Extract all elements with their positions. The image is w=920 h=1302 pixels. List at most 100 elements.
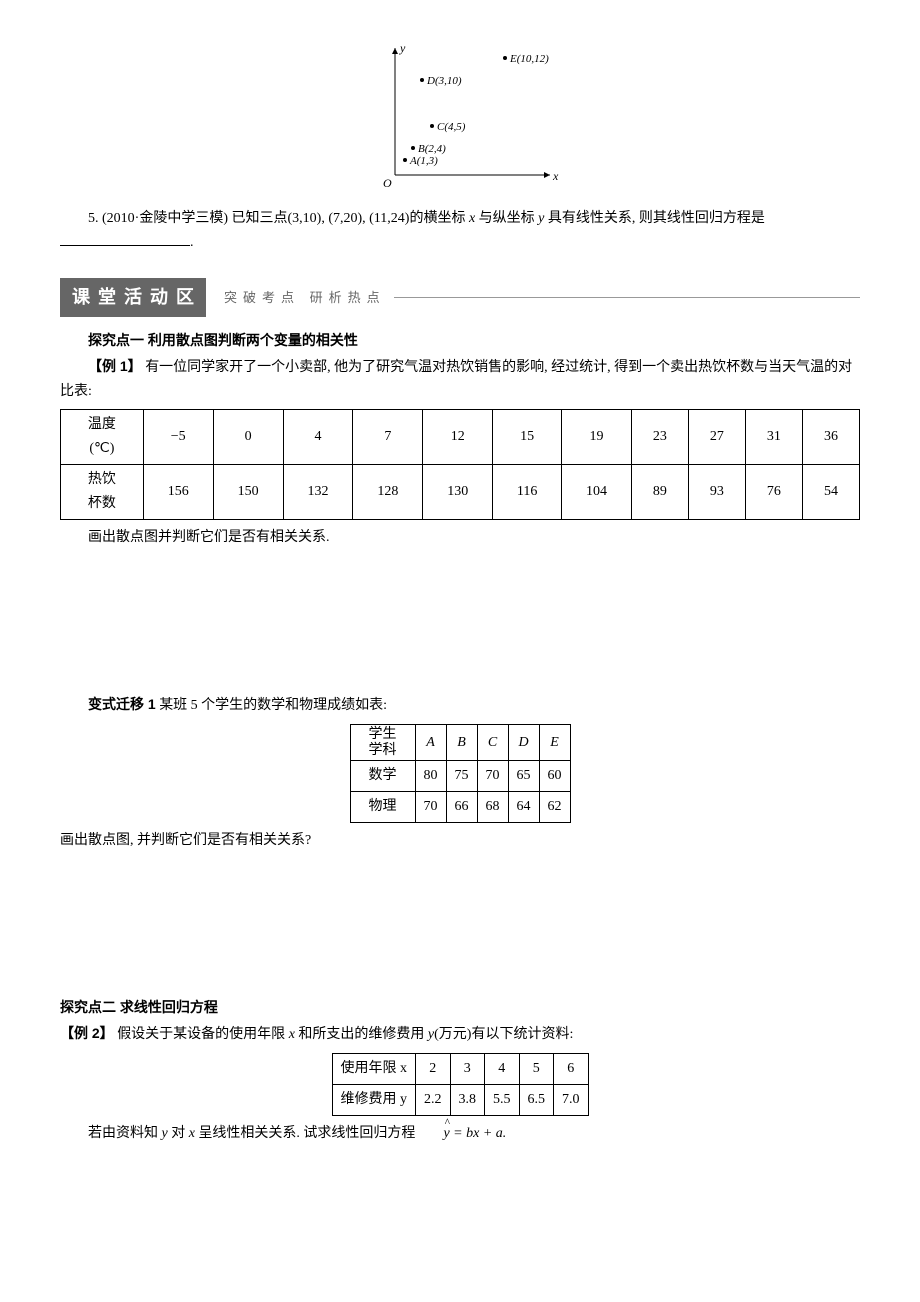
topic1-heading: 探究点一 利用散点图判断两个变量的相关性: [60, 329, 860, 353]
svg-text:E(10,12): E(10,12): [509, 53, 549, 65]
svg-text:y: y: [399, 41, 406, 55]
cell: 31: [745, 410, 802, 465]
t2-after-c: 呈线性相关关系. 试求线性回归方程: [195, 1126, 416, 1141]
cell: 65: [508, 760, 539, 791]
cell: 4: [283, 410, 353, 465]
cell: 104: [562, 464, 632, 519]
table-row: 热饮 杯数 156 150 132 128 130 116 104 89 93 …: [61, 464, 860, 519]
svg-text:x: x: [552, 169, 559, 183]
question-5: 5. (2010·金陵中学三模) 已知三点(3,10), (7,20), (11…: [60, 207, 860, 255]
cell: 0: [213, 410, 283, 465]
ex1-label: 【例 1】: [88, 358, 142, 374]
cell: 156: [143, 464, 213, 519]
table-maintenance: 使用年限 x 2 3 4 5 6 维修费用 y 2.2 3.8 5.5 6.5 …: [332, 1053, 589, 1116]
cell: 89: [631, 464, 688, 519]
q5-text-c: 具有线性关系, 则其线性回归方程是: [544, 211, 765, 226]
row1-label-text: 使用年限 x: [341, 1061, 408, 1076]
cell: 6.5: [519, 1084, 554, 1115]
table-scores: 学生 学科 A B C D E 数学 80 75 70 65 60 物理 70 …: [350, 724, 571, 822]
cell: 70: [477, 760, 508, 791]
ex1-text: 有一位同学家开了一个小卖部, 他为了研究气温对热饮销售的影响, 经过统计, 得到…: [60, 360, 852, 399]
table-row: 使用年限 x 2 3 4 5 6: [332, 1053, 588, 1084]
temp-label-text: 温度 (℃): [88, 413, 116, 461]
q5-text-a: 已知三点(3,10), (7,20), (11,24)的横坐标: [232, 211, 469, 226]
variant1-text: 某班 5 个学生的数学和物理成绩如表:: [159, 698, 387, 713]
cell: −5: [143, 410, 213, 465]
svg-text:A(1,3): A(1,3): [409, 155, 438, 167]
q5-text-b: 与纵坐标: [475, 211, 538, 226]
cell: 62: [539, 791, 570, 822]
cell: 4: [485, 1053, 520, 1084]
cell: 68: [477, 791, 508, 822]
variant-1: 变式迁移 1 某班 5 个学生的数学和物理成绩如表:: [60, 693, 860, 718]
row-label: 维修费用 y: [332, 1084, 416, 1115]
topic2-heading: 探究点二 求线性回归方程: [60, 996, 860, 1020]
variant1-after: 画出散点图, 并判断它们是否有相关关系?: [60, 829, 860, 853]
section-banner: 课堂活动区 突破考点 研析热点: [60, 278, 860, 317]
diag-cell: 学生 学科: [350, 725, 415, 761]
cell: 2.2: [416, 1084, 451, 1115]
row-label: 物理: [350, 791, 415, 822]
cell: 75: [446, 760, 477, 791]
spacer: [60, 1147, 860, 1247]
cups-label-text: 热饮 杯数: [88, 468, 116, 516]
cell: 6: [554, 1053, 589, 1084]
cell: 66: [446, 791, 477, 822]
cell: 76: [745, 464, 802, 519]
row-label: 数学: [350, 760, 415, 791]
spacer: [60, 551, 860, 691]
example-2: 【例 2】 假设关于某设备的使用年限 x 和所支出的维修费用 y(万元)有以下统…: [60, 1022, 860, 1047]
scatter-svg: xyOA(1,3)B(2,4)C(4,5)D(3,10)E(10,12): [350, 40, 570, 190]
cell: 12: [423, 410, 493, 465]
diag-top: 学生: [369, 727, 397, 742]
cell: 130: [423, 464, 493, 519]
spacer: [60, 854, 860, 994]
svg-text:B(2,4): B(2,4): [418, 143, 446, 155]
col-head: D: [508, 725, 539, 761]
cell: 150: [213, 464, 283, 519]
cell: 54: [802, 464, 859, 519]
cell: 2: [416, 1053, 451, 1084]
cell: 70: [415, 791, 446, 822]
row2-label-text: 维修费用 y: [341, 1092, 408, 1107]
table-temp-drinks: 温度 (℃) −5 0 4 7 12 15 19 23 27 31 36 热饮 …: [60, 409, 860, 519]
cell: 116: [493, 464, 562, 519]
diag-bottom: 学科: [369, 743, 397, 758]
q5-source: (2010·金陵中学三模): [102, 211, 228, 226]
cell: 64: [508, 791, 539, 822]
cell: 60: [539, 760, 570, 791]
table-row: 学生 学科 A B C D E: [350, 725, 570, 761]
table-row: 维修费用 y 2.2 3.8 5.5 6.5 7.0: [332, 1084, 588, 1115]
variant1-label: 变式迁移 1: [88, 696, 156, 712]
row-label-temp: 温度 (℃): [61, 410, 144, 465]
cell: 36: [802, 410, 859, 465]
cell: 27: [688, 410, 745, 465]
q5-tail: .: [190, 235, 194, 250]
svg-text:C(4,5): C(4,5): [437, 121, 466, 133]
cell: 7.0: [554, 1084, 589, 1115]
t2-eq: = bx + a.: [450, 1126, 507, 1141]
cell: 80: [415, 760, 446, 791]
banner-title: 课堂活动区: [60, 278, 206, 317]
ex2-label: 【例 2】: [60, 1025, 114, 1041]
table-row: 温度 (℃) −5 0 4 7 12 15 19 23 27 31 36: [61, 410, 860, 465]
row-label: 使用年限 x: [332, 1053, 416, 1084]
cell: 128: [353, 464, 423, 519]
row-label-cups: 热饮 杯数: [61, 464, 144, 519]
table-row: 物理 70 66 68 64 62: [350, 791, 570, 822]
ex2-text-a: 假设关于某设备的使用年限: [117, 1027, 289, 1042]
svg-text:O: O: [383, 176, 392, 190]
topic1-after: 画出散点图并判断它们是否有相关关系.: [60, 526, 860, 550]
t2-after-b: 对: [168, 1126, 189, 1141]
table-row: 数学 80 75 70 65 60: [350, 760, 570, 791]
cell: 5.5: [485, 1084, 520, 1115]
cell: 93: [688, 464, 745, 519]
col-head: C: [477, 725, 508, 761]
banner-subtitle: 突破考点 研析热点: [224, 287, 386, 309]
example-1: 【例 1】 有一位同学家开了一个小卖部, 他为了研究气温对热饮销售的影响, 经过…: [60, 355, 860, 404]
cell: 3.8: [450, 1084, 485, 1115]
scatter-figure: xyOA(1,3)B(2,4)C(4,5)D(3,10)E(10,12): [60, 40, 860, 199]
q5-blank: [60, 231, 190, 246]
cell: 5: [519, 1053, 554, 1084]
cell: 132: [283, 464, 353, 519]
